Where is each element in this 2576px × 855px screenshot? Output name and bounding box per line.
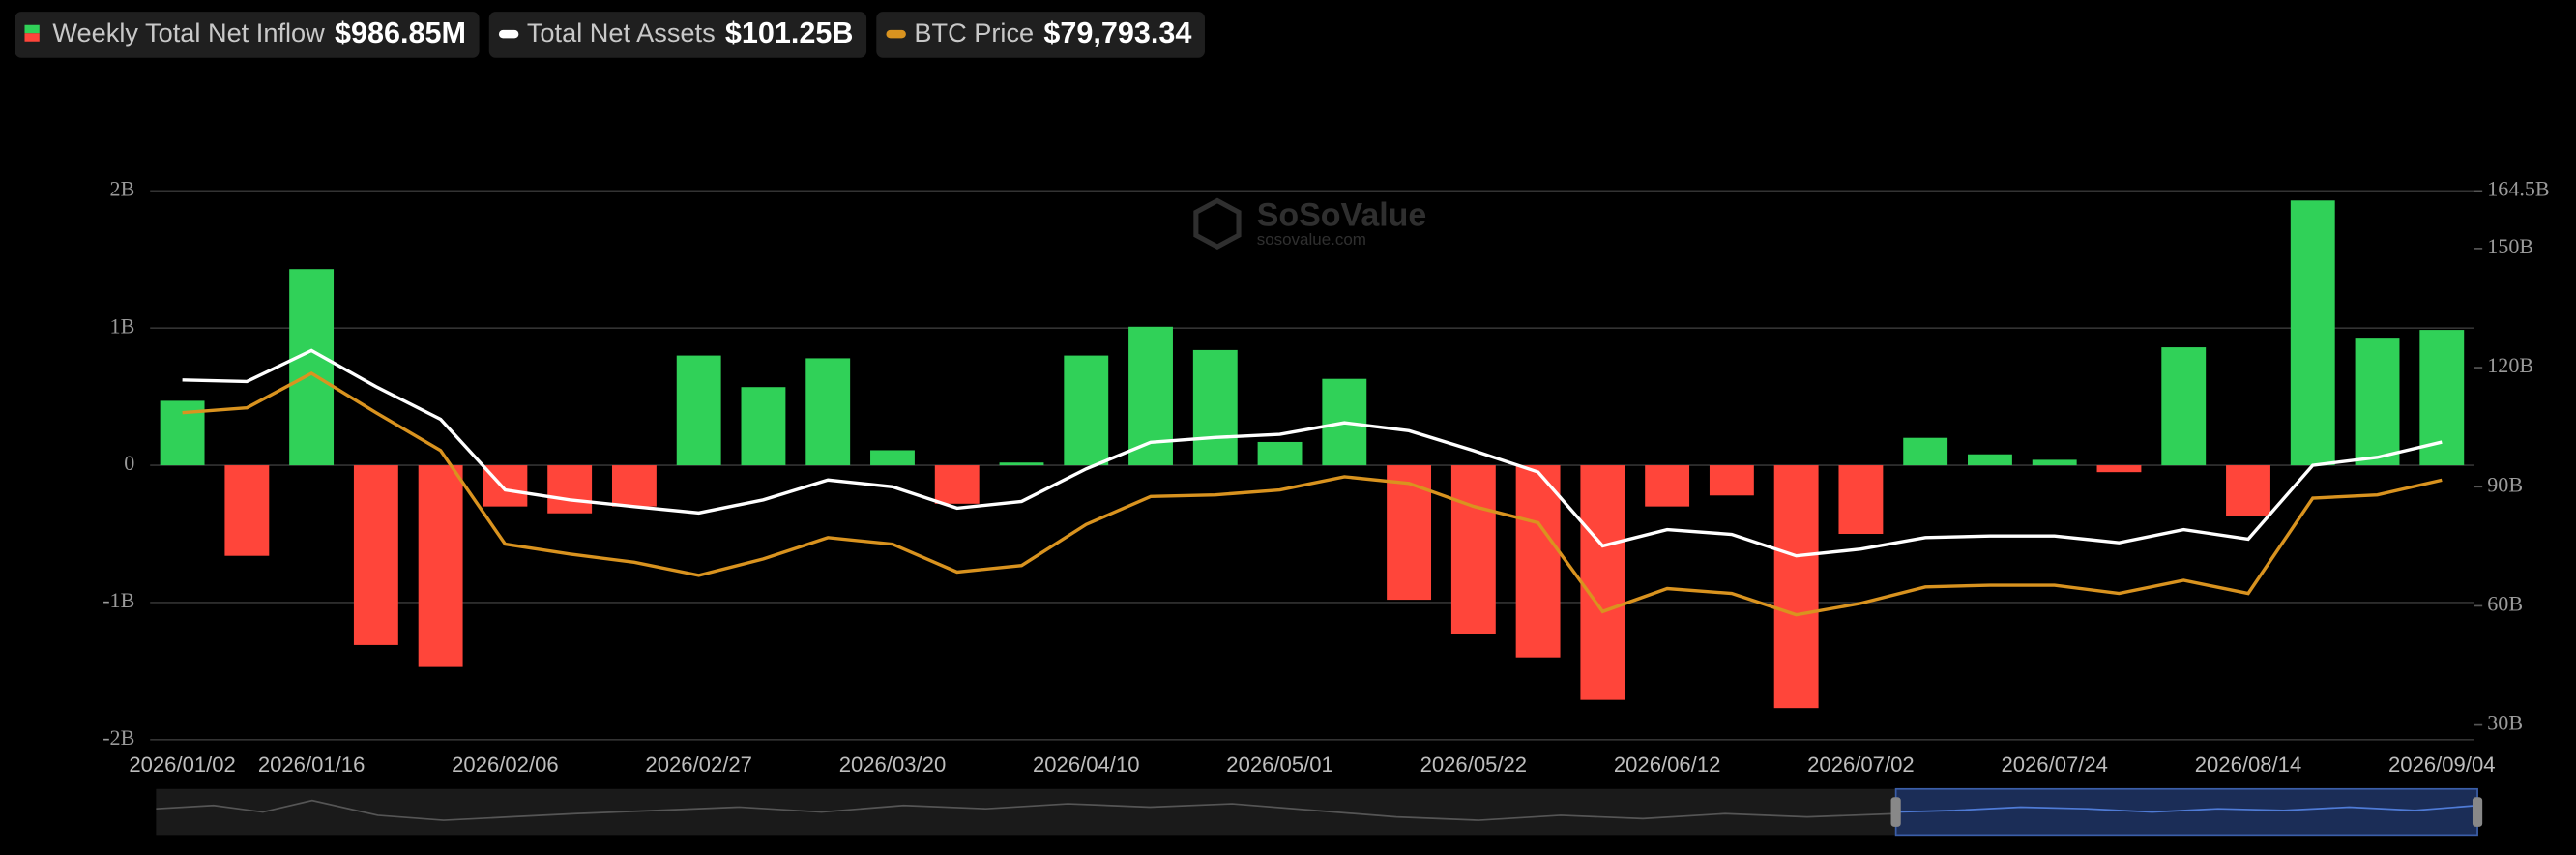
bar [805, 358, 851, 466]
bar [2096, 465, 2142, 473]
navigator-handle[interactable] [2472, 797, 2483, 827]
legend-item: Total Net Assets $101.25B [488, 12, 867, 58]
legend-item: BTC Price $79,793.34 [876, 12, 1205, 58]
plot: -2B -1B 0 1B 2B 30B 60B 90B 120B 150B 164.5B 2026/0… [102, 176, 2549, 776]
x-tick-label: 2026/05/22 [1420, 752, 1528, 777]
navigator-line [156, 799, 1896, 821]
legend-label: BTC Price [914, 17, 1034, 47]
bar [1064, 355, 1109, 466]
bar [1773, 465, 1819, 709]
bar [1192, 349, 1238, 466]
navigator-window-line [1895, 804, 2478, 813]
bar [1903, 437, 1948, 466]
bar [1838, 465, 1884, 535]
watermark-logo [1193, 197, 1242, 251]
y-tick-label: 2B [110, 176, 135, 200]
bar [1645, 465, 1690, 507]
x-tick-label: 2026/03/20 [839, 752, 947, 777]
bar [353, 465, 398, 645]
legend-value: $79,793.34 [1043, 16, 1191, 49]
y-tick-label: 0 [124, 451, 134, 475]
bar [870, 450, 915, 466]
legend-pill [15, 12, 480, 58]
y2-tick-label: 164.5B [2487, 176, 2549, 200]
bar [999, 462, 1044, 466]
bar [547, 465, 593, 514]
y2-tick-label: 150B [2487, 234, 2533, 258]
bar [1128, 326, 1173, 466]
bar [611, 465, 657, 507]
legend-label: Total Net Assets [527, 17, 716, 47]
y2-tick-label: 120B [2487, 353, 2533, 377]
legend-label: Weekly Total Net Inflow [52, 17, 325, 47]
navigator-handle[interactable] [1890, 797, 1901, 827]
x-tick-label: 2026/04/10 [1033, 752, 1140, 777]
navigator-window[interactable] [1894, 787, 2478, 837]
line [182, 371, 2443, 617]
watermark-brand: SoSoValue [1257, 196, 1427, 233]
bar [1257, 441, 1303, 466]
legend-swatch [498, 29, 519, 39]
legend-swatch [886, 29, 906, 39]
x-tick-label: 2026/01/02 [129, 752, 236, 777]
legend-pill [488, 12, 867, 58]
x-tick-label: 2026/07/02 [1807, 752, 1915, 777]
x-tick-label: 2026/06/12 [1614, 752, 1721, 777]
x-tick-label: 2026/01/16 [258, 752, 366, 777]
y2-tick-label: 90B [2487, 472, 2523, 496]
bar [289, 269, 335, 466]
bar [2226, 465, 2270, 516]
bar [1709, 465, 1754, 496]
bar [2161, 347, 2207, 466]
y-tick-label: 1B [110, 313, 135, 338]
watermark: SoSoValue sosovalue.com [1193, 196, 1427, 251]
legend-pill [876, 12, 1205, 58]
y2-tick-label: 60B [2487, 591, 2523, 615]
bar [741, 387, 786, 466]
y2-tick-label: 30B [2487, 711, 2523, 735]
x-tick-label: 2026/02/06 [452, 752, 559, 777]
x-tick-label: 2026/07/24 [2001, 752, 2108, 777]
x-tick-label: 2026/08/14 [2195, 752, 2302, 777]
legend-swatch [24, 33, 40, 42]
y-tick-label: -2B [102, 725, 134, 750]
bar [2355, 338, 2400, 466]
bar [1580, 465, 1625, 700]
bar [1387, 465, 1432, 601]
bar [1515, 465, 1561, 658]
x-tick-label: 2026/02/27 [645, 752, 752, 777]
legend-item: Weekly Total Net Inflow $986.85M [15, 12, 480, 58]
bar [2290, 200, 2335, 466]
line [182, 348, 2443, 558]
bar [2032, 459, 2077, 466]
legend-swatch [24, 24, 40, 34]
bar [1450, 465, 1496, 634]
bar [676, 355, 721, 466]
bar [418, 465, 463, 667]
y-tick-label: -1B [102, 588, 134, 612]
legend: Weekly Total Net Inflow $986.85M Total Net… [15, 12, 1205, 58]
legend-value: $986.85M [335, 16, 466, 49]
watermark-site: sosovalue.com [1257, 230, 1366, 249]
bar [224, 465, 270, 556]
bar [934, 465, 980, 504]
legend-value: $101.25B [725, 16, 854, 49]
x-tick-label: 2026/09/04 [2388, 752, 2496, 777]
x-tick-label: 2026/05/01 [1226, 752, 1333, 777]
bar [1968, 454, 2012, 466]
navigator [156, 787, 2483, 837]
